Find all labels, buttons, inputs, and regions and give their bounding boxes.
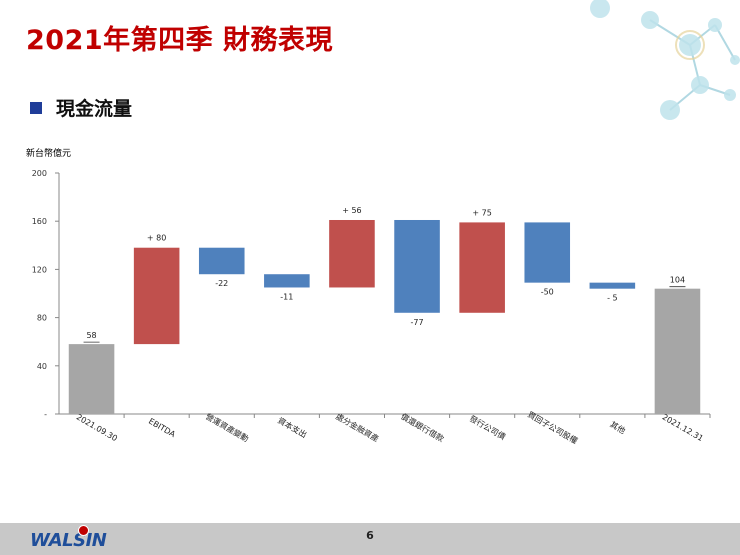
value-label: 58	[86, 331, 96, 340]
page-number: 6	[366, 529, 374, 542]
y-tick-label: 160	[32, 217, 47, 226]
value-label: - 5	[607, 294, 618, 303]
square-bullet-icon	[30, 101, 42, 114]
y-tick-label: 80	[37, 314, 47, 323]
value-label: -50	[541, 288, 554, 297]
x-tick-label: 2021.09.30	[75, 412, 119, 443]
bar-decrease	[394, 219, 440, 313]
x-tick-label: 資本支出	[276, 415, 309, 440]
bar-decrease	[264, 274, 310, 288]
bar-total	[654, 288, 701, 414]
value-label: -77	[411, 318, 424, 327]
logo-dot-icon	[78, 525, 89, 536]
company-logo: WALSIN	[30, 530, 107, 551]
y-tick-label: -	[44, 410, 47, 419]
x-tick-label: 買回子公司股權	[526, 409, 579, 446]
x-tick-label: 償還銀行借款	[399, 411, 446, 444]
bar-increase	[459, 222, 505, 313]
section-heading: 現金流量	[30, 94, 132, 121]
value-label: + 56	[342, 206, 361, 215]
footer-bar: WALSIN 6	[0, 523, 740, 555]
section-label: 現金流量	[56, 98, 133, 120]
value-label: + 80	[147, 234, 166, 243]
y-tick-label: 120	[32, 265, 47, 274]
x-tick-label: 其他	[608, 419, 627, 436]
cash-flow-waterfall-chart: 新台幣億元 - 40 80 120 160 200 58 + 80 -22 -11 + 56 -77…	[26, 147, 711, 446]
y-tick-label: 40	[37, 362, 47, 371]
bar-increase	[329, 219, 375, 288]
slide-title: 2021年第四季 財務表現	[26, 25, 334, 56]
value-label: + 75	[472, 208, 491, 217]
x-tick-label: 2021.12.31	[661, 412, 705, 443]
value-label: -22	[215, 279, 228, 288]
bar-total	[68, 344, 115, 414]
y-tick-label: 200	[32, 169, 47, 178]
bar-decrease	[589, 282, 636, 289]
bar-decrease	[524, 222, 571, 283]
x-tick-label: 營運資產變動	[204, 411, 251, 444]
bar-decrease	[198, 247, 245, 275]
unit-label: 新台幣億元	[26, 147, 71, 159]
bar-increase	[133, 247, 180, 345]
value-label: 104	[670, 276, 685, 285]
molecule-decoration-icon	[590, 0, 740, 120]
x-tick-label: 發行公司債	[468, 413, 508, 442]
x-tick-label: 處分金融資產	[334, 411, 381, 444]
value-label: -11	[280, 292, 293, 301]
x-tick-label: EBITDA	[147, 417, 177, 440]
